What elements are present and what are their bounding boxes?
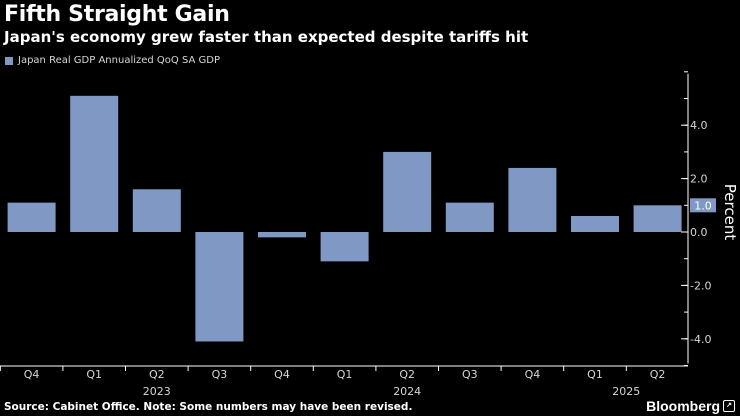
- y-axis-title: Percent: [721, 184, 739, 241]
- legend-label: Japan Real GDP Annualized QoQ SA GDP: [18, 55, 220, 66]
- bloomberg-arrow-icon: ↗: [723, 400, 735, 412]
- x-tick-label: Q4: [525, 368, 541, 381]
- y-tick-label: 0.0: [690, 226, 708, 239]
- bar-0: [8, 203, 56, 232]
- x-tick-label: Q1: [337, 368, 353, 381]
- bar-4: [258, 232, 306, 237]
- y-tick-label: -2.0: [690, 279, 711, 292]
- x-tick-label: Q2: [399, 368, 415, 381]
- bar-7: [446, 203, 494, 232]
- brand-logo: Bloomberg ↗: [646, 398, 735, 414]
- brand-name: Bloomberg: [646, 398, 720, 414]
- bar-5: [321, 232, 369, 261]
- y-tick-label: 2.0: [690, 173, 708, 186]
- x-year-label: 2024: [393, 385, 421, 398]
- bar-3: [195, 232, 243, 341]
- x-tick-label: Q3: [212, 368, 228, 381]
- source-note: Source: Cabinet Office. Note: Some numbe…: [4, 401, 412, 413]
- chart-title: Fifth Straight Gain: [4, 2, 230, 27]
- bar-1: [70, 96, 118, 232]
- y-tick-label: 4.0: [690, 119, 708, 132]
- x-year-label: 2023: [143, 385, 171, 398]
- last-value-label: 1.0: [694, 199, 712, 212]
- legend: Japan Real GDP Annualized QoQ SA GDP: [5, 55, 220, 66]
- y-tick-label: -4.0: [690, 333, 711, 346]
- bar-6: [383, 152, 431, 232]
- x-tick-label: Q1: [86, 368, 102, 381]
- x-year-label: 2025: [612, 385, 640, 398]
- bar-10: [634, 205, 682, 232]
- x-tick-label: Q1: [587, 368, 603, 381]
- bar-chart: 4.0 2.0 0.0 -2.0 -4.0 1.0 Percent Q4 Q1 Q2 Q3 Q4 Q1 Q…: [0, 68, 740, 398]
- bar-9: [571, 216, 619, 232]
- x-tick-label: Q4: [274, 368, 290, 381]
- x-tick-label: Q2: [650, 368, 666, 381]
- bar-2: [133, 189, 181, 232]
- x-tick-label: Q2: [149, 368, 165, 381]
- legend-swatch: [5, 57, 13, 65]
- bar-8: [508, 168, 556, 232]
- x-tick-label: Q4: [24, 368, 40, 381]
- x-tick-label: Q3: [462, 368, 478, 381]
- chart-subtitle: Japan's economy grew faster than expecte…: [4, 28, 528, 46]
